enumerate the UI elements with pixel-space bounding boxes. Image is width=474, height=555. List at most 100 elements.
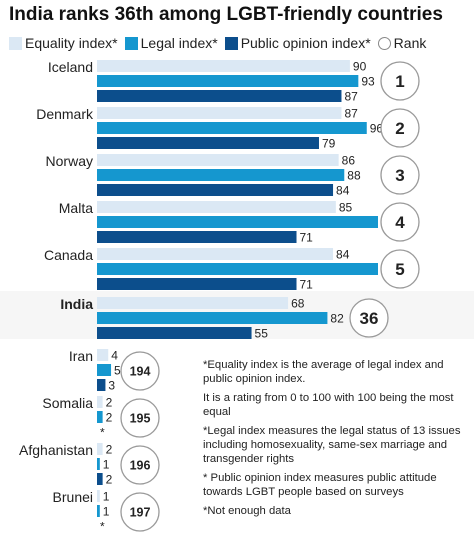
rank-circle-india xyxy=(349,298,389,338)
data-label-legal-afghanistan: 1 xyxy=(103,458,110,472)
category-label-malta: Malta xyxy=(59,200,93,216)
legend-swatch-equality xyxy=(9,36,22,50)
footnote-legal: *Legal index measures the legal status o… xyxy=(203,425,461,465)
data-label-public-opinion-norway: 84 xyxy=(336,184,350,198)
data-label-equality-iran: 4 xyxy=(111,349,118,363)
data-label-legal-somalia: 2 xyxy=(106,411,113,425)
category-label-denmark: Denmark xyxy=(36,106,94,122)
bar-legal-brunei xyxy=(97,505,100,517)
data-label-public-opinion-canada: 71 xyxy=(300,278,314,292)
legend-swatch-rank-circle xyxy=(377,36,391,50)
bar-legal-malta xyxy=(97,216,378,228)
rank-label-somalia: 195 xyxy=(130,412,151,426)
category-label-brunei: Brunei xyxy=(53,489,93,505)
legend-item-public-opinion: Public opinion index* xyxy=(224,35,371,51)
data-label-public-opinion-denmark: 79 xyxy=(322,137,336,151)
chart-title: India ranks 36th among LGBT-friendly cou… xyxy=(9,4,443,25)
rank-circle-brunei xyxy=(120,492,160,532)
data-label-public-opinion-malta: 71 xyxy=(300,231,314,245)
footnote-equality: *Equality index is the average of legal … xyxy=(203,359,444,385)
bar-equality-denmark xyxy=(97,107,342,119)
footnote-rating-scale: It is a rating from 0 to 100 with 100 be… xyxy=(203,392,454,418)
category-label-iran: Iran xyxy=(69,348,93,364)
legend-label-rank: Rank xyxy=(393,35,427,51)
bar-equality-somalia xyxy=(97,396,103,408)
data-label-equality-brunei: 1 xyxy=(103,490,110,504)
bar-equality-norway xyxy=(97,154,339,166)
legend-swatch-public-opinion xyxy=(224,36,238,50)
data-label-legal-denmark: 96 xyxy=(370,122,384,136)
legend-label-public-opinion: Public opinion index* xyxy=(240,35,371,51)
data-label-legal-iran: 5 xyxy=(114,364,121,378)
bar-equality-iran xyxy=(97,349,109,361)
rank-circle-canada xyxy=(380,249,420,289)
legend-label-equality: Equality index* xyxy=(25,35,118,51)
data-label-equality-canada: 84 xyxy=(336,248,350,262)
rank-circle-iran xyxy=(120,351,160,391)
footnotes: *Equality index is the average of legal … xyxy=(203,358,469,523)
bar-equality-iceland xyxy=(97,60,350,72)
rank-label-denmark: 2 xyxy=(395,119,404,138)
data-label-equality-denmark: 87 xyxy=(344,107,358,121)
bar-public-opinion-iran xyxy=(97,379,106,391)
data-label-public-opinion-india: 55 xyxy=(255,327,269,341)
bar-equality-afghanistan xyxy=(97,443,103,455)
data-label-public-opinion-iran: 3 xyxy=(108,379,115,393)
data-label-legal-norway: 88 xyxy=(347,169,361,183)
rank-label-iceland: 1 xyxy=(395,72,404,91)
rank-label-norway: 3 xyxy=(395,166,404,185)
legend-label-legal: Legal index* xyxy=(140,35,218,51)
rank-circle-norway xyxy=(380,155,420,195)
category-label-iceland: Iceland xyxy=(48,59,93,75)
rank-label-india: 36 xyxy=(360,309,379,328)
bar-public-opinion-india xyxy=(97,327,252,339)
bar-public-opinion-norway xyxy=(97,184,334,196)
data-label-legal-brunei: 1 xyxy=(103,505,110,519)
legend-swatch-legal xyxy=(124,36,138,50)
rank-circle-iceland xyxy=(380,61,420,101)
category-label-india: India xyxy=(60,296,93,312)
bar-public-opinion-canada xyxy=(97,278,297,290)
rank-circle-denmark xyxy=(380,108,420,148)
category-label-canada: Canada xyxy=(44,247,93,263)
rank-label-brunei: 197 xyxy=(130,506,151,520)
bar-legal-iceland xyxy=(97,75,359,87)
bar-equality-canada xyxy=(97,248,334,260)
rank-label-iran: 194 xyxy=(130,365,151,379)
bar-public-opinion-malta xyxy=(97,231,297,243)
rank-label-malta: 4 xyxy=(395,213,405,232)
category-label-afghanistan: Afghanistan xyxy=(19,442,93,458)
data-label-equality-afghanistan: 2 xyxy=(106,443,113,457)
bar-equality-malta xyxy=(97,201,336,213)
bar-public-opinion-denmark xyxy=(97,137,319,149)
chart-legend: Equality index* Legal index* Public opin… xyxy=(9,34,426,52)
bar-equality-brunei xyxy=(97,490,100,502)
rank-circle-malta xyxy=(380,202,420,242)
bar-legal-somalia xyxy=(97,411,103,423)
bar-equality-india xyxy=(97,297,289,309)
rank-circle-afghanistan xyxy=(120,445,160,485)
rank-label-afghanistan: 196 xyxy=(130,459,151,473)
footnote-not-enough-data: *Not enough data xyxy=(203,505,291,517)
data-label-equality-malta: 85 xyxy=(339,201,353,215)
bar-legal-denmark xyxy=(97,122,367,134)
category-label-somalia: Somalia xyxy=(42,395,93,411)
legend-item-legal: Legal index* xyxy=(124,35,218,51)
data-label-legal-india: 82 xyxy=(330,312,344,326)
data-label-public-opinion-iceland: 87 xyxy=(344,90,358,104)
footnote-public-opinion: * Public opinion index measures public a… xyxy=(203,472,437,498)
data-label-legal-iceland: 93 xyxy=(361,75,375,89)
data-label-equality-somalia: 2 xyxy=(106,396,113,410)
legend-item-rank: Rank xyxy=(377,35,427,51)
data-label-equality-norway: 86 xyxy=(342,154,356,168)
bar-legal-canada xyxy=(97,263,378,275)
category-label-norway: Norway xyxy=(46,153,93,169)
rank-label-canada: 5 xyxy=(395,260,404,279)
legend-item-equality: Equality index* xyxy=(9,35,118,51)
bar-legal-norway xyxy=(97,169,345,181)
data-label-public-opinion-brunei: * xyxy=(100,520,105,534)
data-label-equality-india: 68 xyxy=(291,297,305,311)
bar-legal-afghanistan xyxy=(97,458,100,470)
rank-circle-somalia xyxy=(120,398,160,438)
bar-public-opinion-afghanistan xyxy=(97,473,103,485)
